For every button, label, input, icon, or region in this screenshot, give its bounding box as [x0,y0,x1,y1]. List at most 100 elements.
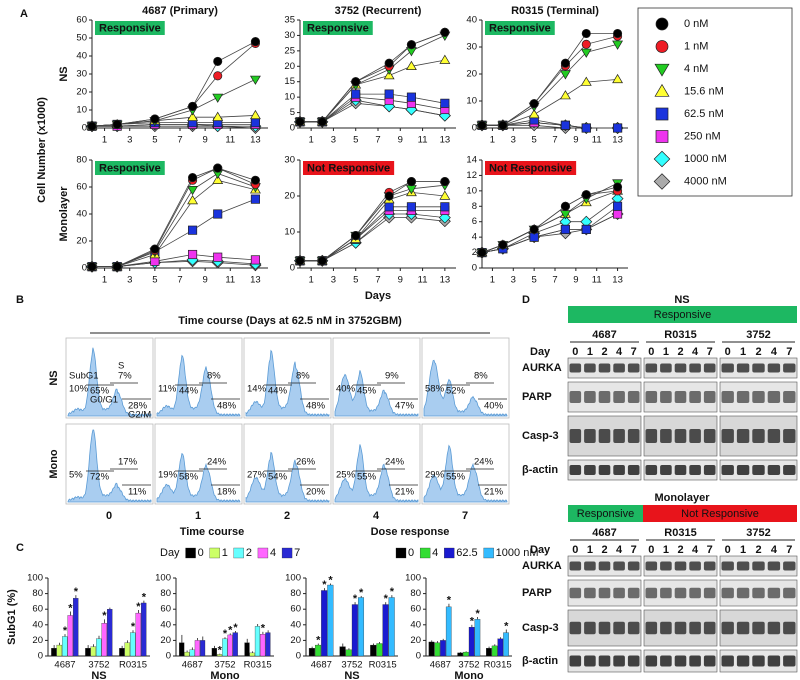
lane-label: 2 [601,346,607,358]
bar [486,648,492,657]
marker [212,111,224,121]
y-axis-label: Cell Number (x1000) [36,97,48,203]
band [752,465,765,475]
bar [90,646,97,657]
y-tick-label: 10 [284,227,295,238]
band [767,363,781,373]
marker [250,37,260,47]
y-tick-label: 0 [296,651,301,662]
bar [440,640,446,657]
bar [227,634,233,657]
series-line [92,167,256,267]
status-label: Responsive [489,22,551,34]
band [783,429,796,443]
band [689,561,701,571]
status-label: Responsive [577,508,634,520]
band [613,561,625,571]
panel-letter: C [16,542,24,554]
significance: * [447,595,452,607]
lane-label: 2 [677,544,683,556]
band [598,621,611,635]
g1-percent: 54% [268,472,288,483]
y-tick-label: 20 [466,69,477,80]
status-bar [643,505,797,522]
band [783,391,796,403]
marker [613,123,623,133]
bar [370,644,377,657]
protein-label: Casp-3 [522,430,559,442]
band [598,429,611,443]
cell-line: R0315 [664,527,696,539]
marker [384,58,394,68]
panel-title: Time course (Days at 62.5 nM in 3752GBM) [178,315,402,327]
y-tick-label: 0 [166,651,171,662]
g2m-percent: 48% [217,401,237,412]
x-tick-label: R0315 [244,660,272,671]
band [660,391,672,403]
x-tick-label: 3 [331,275,336,286]
bar [73,598,79,657]
marker [212,93,224,103]
marker [213,252,223,262]
band [767,465,781,475]
band [674,465,687,475]
lane-label: 4 [616,544,623,556]
band [783,561,796,571]
marker [498,120,508,130]
bar [141,602,147,657]
s-percent: 8% [207,371,221,382]
band [598,465,611,475]
s-percent: 8% [474,371,488,382]
lane-label: 7 [631,544,637,556]
band [752,655,765,667]
significance: * [322,579,327,591]
band [584,621,596,635]
y-tick-label: 20 [284,191,295,202]
y-tick-label: 12 [466,170,477,181]
band [721,391,734,403]
bar [200,640,206,657]
lane-label: 7 [786,544,792,556]
band [767,655,781,667]
x-tick-label: 13 [250,275,261,286]
marker [613,182,623,192]
y-tick-label: 0 [82,263,87,274]
marker [498,240,508,250]
x-axis-label: Mono [210,670,240,680]
band [767,561,781,571]
band [736,391,750,403]
marker [581,39,591,49]
legend-swatch [209,547,220,559]
lane-label: 7 [707,544,713,556]
lane-label: 0 [648,544,654,556]
marker [213,56,223,66]
band [736,561,750,571]
legend-swatch [281,547,293,559]
x-tick-label: 13 [612,135,623,146]
marker [150,256,160,266]
histogram-frame [65,423,154,505]
bar [382,604,389,657]
significance: * [233,622,238,634]
histogram [67,429,152,503]
band [660,429,672,443]
x-tick-label: 5 [531,135,536,146]
lane-label: 4 [771,346,778,358]
status-label: Responsive [307,22,369,34]
marker [612,73,624,84]
day-label: Day [530,544,551,556]
band [767,391,781,403]
g2m-percent: 28% [128,401,148,412]
bar [327,584,334,657]
lane-label: 0 [572,544,578,556]
band [674,587,687,599]
column-label: 0 [106,510,112,522]
subg1-percent: 25% [336,470,356,481]
band [721,465,734,475]
series-line [300,59,445,123]
y-tick-label: 6 [472,216,477,227]
band [627,587,640,599]
significance: * [102,610,107,622]
band [674,621,687,635]
marker [580,76,592,86]
